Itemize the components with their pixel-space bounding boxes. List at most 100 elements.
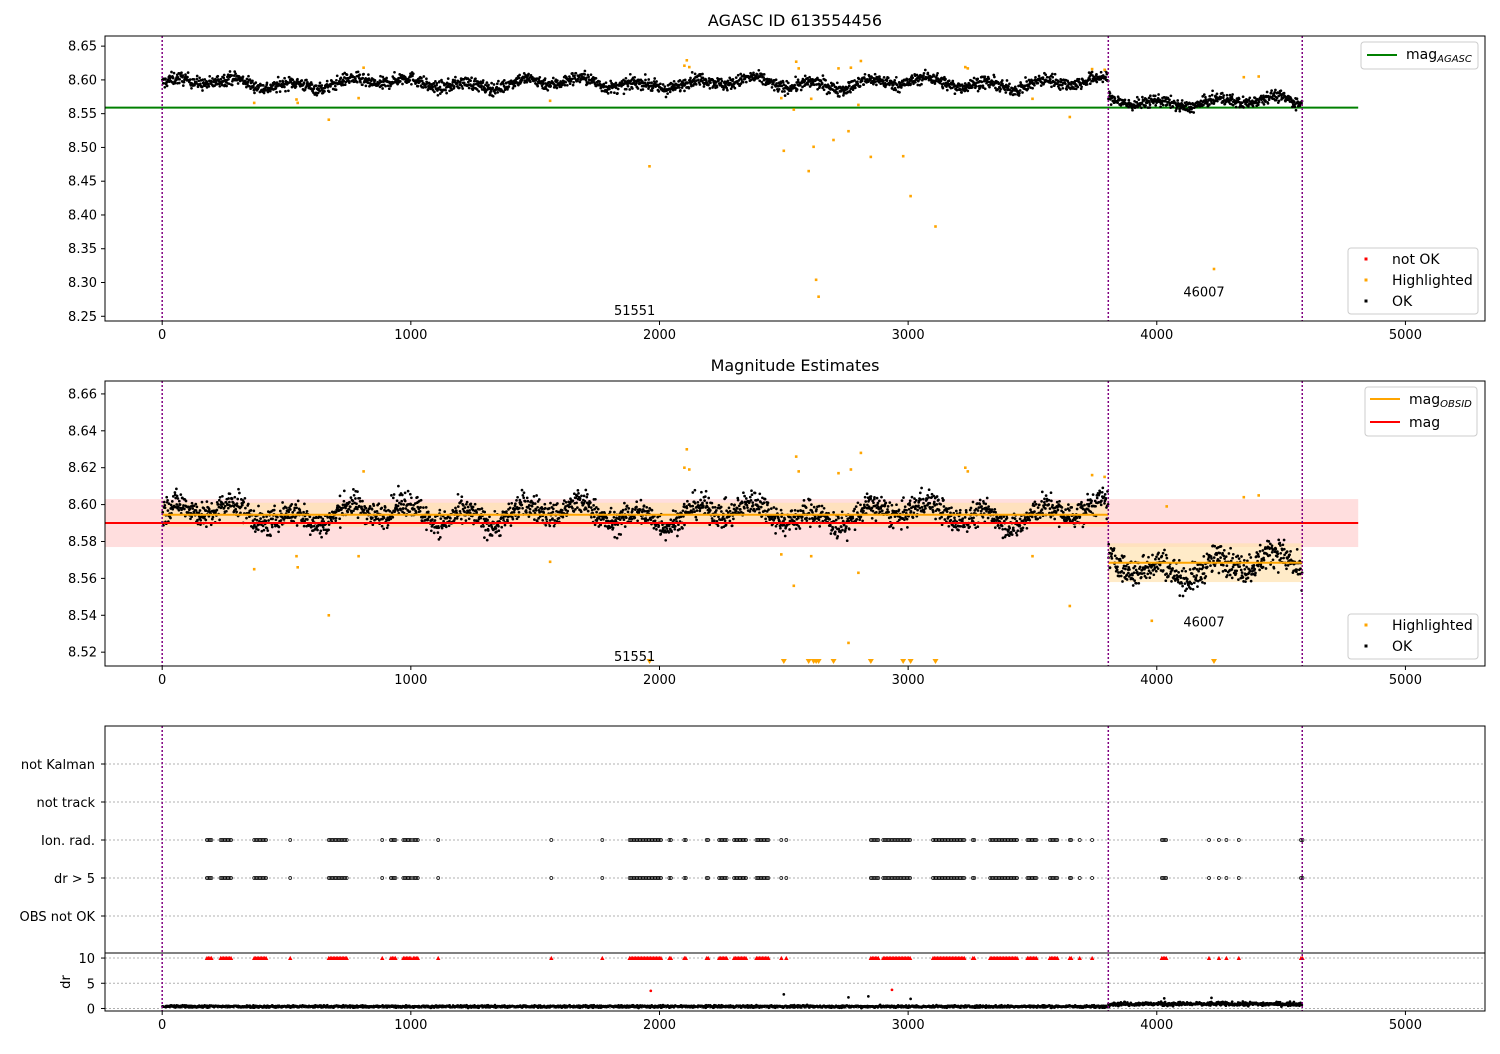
ok-point	[437, 94, 440, 97]
ok-point	[821, 511, 824, 514]
ok-point	[700, 491, 703, 494]
ok-point	[641, 511, 644, 514]
ok-point	[901, 499, 904, 502]
ok-point	[262, 84, 265, 87]
ok-point	[808, 517, 811, 520]
ok-point	[355, 502, 358, 505]
ok-point	[809, 525, 812, 528]
highlighted-point	[295, 98, 298, 101]
ok-point	[800, 89, 803, 92]
ok-point	[805, 506, 808, 509]
ok-point	[928, 502, 931, 505]
ok-point	[233, 496, 236, 499]
ok-point	[169, 517, 172, 520]
ok-point	[625, 77, 628, 80]
ok-point	[823, 507, 826, 510]
ok-point	[1192, 111, 1195, 114]
ok-point	[495, 527, 498, 530]
ok-point	[657, 524, 660, 527]
ok-point	[225, 85, 228, 88]
ok-point	[689, 77, 692, 80]
ok-point	[895, 76, 898, 79]
ok-point	[735, 76, 738, 79]
ok-point	[1077, 86, 1080, 89]
ok-point	[639, 508, 642, 511]
ok-point	[572, 499, 575, 502]
ok-point	[166, 499, 169, 502]
ok-point	[678, 86, 681, 89]
ok-point	[651, 89, 654, 92]
ok-point	[751, 493, 754, 496]
ok-point	[208, 85, 211, 88]
ok-point	[1235, 106, 1238, 109]
ok-point	[627, 507, 630, 510]
ok-point	[696, 509, 699, 512]
ok-point	[273, 509, 276, 512]
ok-point	[1025, 80, 1028, 83]
ok-point	[797, 510, 800, 513]
ok-point	[564, 84, 567, 87]
ok-point	[944, 78, 947, 81]
ok-point	[1226, 94, 1229, 97]
ok-point	[281, 501, 284, 504]
ok-point	[356, 490, 359, 493]
ok-point	[1116, 101, 1119, 104]
ok-point	[536, 506, 539, 509]
ok-point	[170, 504, 173, 507]
ok-point	[556, 87, 559, 90]
ok-point	[409, 493, 412, 496]
ok-point	[993, 76, 996, 79]
ok-point	[669, 518, 672, 521]
x-tick-label: 5000	[1389, 328, 1422, 343]
ok-point	[316, 529, 319, 532]
x-tick-label: 4000	[1140, 328, 1173, 343]
ok-point	[178, 78, 181, 81]
ok-point	[743, 507, 746, 510]
ok-point	[640, 499, 643, 502]
ok-point	[382, 527, 385, 530]
ok-point	[456, 517, 459, 520]
ok-point	[320, 84, 323, 87]
ok-point	[637, 87, 640, 90]
ok-point	[195, 81, 198, 84]
ok-point	[935, 503, 938, 506]
ok-point	[635, 506, 638, 509]
ok-point	[372, 504, 375, 507]
ok-point	[669, 91, 672, 94]
ok-point	[187, 71, 190, 74]
ok-point	[386, 526, 389, 529]
ok-point	[873, 496, 876, 499]
ok-point	[309, 533, 312, 536]
ok-point	[906, 518, 909, 521]
highlighted-point	[686, 59, 689, 62]
ok-point	[1170, 94, 1173, 97]
ok-point	[277, 76, 280, 79]
ok-point	[931, 506, 934, 509]
ok-point	[510, 524, 513, 527]
ok-point	[613, 91, 616, 94]
ok-point	[549, 85, 552, 88]
ok-point	[593, 516, 596, 519]
ok-point	[218, 519, 221, 522]
ok-point	[864, 73, 867, 76]
ok-point	[862, 83, 865, 86]
highlighted-point	[934, 225, 937, 228]
ok-point	[704, 495, 707, 498]
ok-point	[1166, 103, 1169, 106]
ok-point	[216, 75, 219, 78]
ok-point	[756, 498, 759, 501]
ok-point	[987, 77, 990, 80]
ok-point	[977, 509, 980, 512]
ok-point	[1263, 103, 1266, 106]
ok-point	[464, 506, 467, 509]
ok-point	[854, 528, 857, 531]
ok-point	[175, 488, 178, 491]
ok-point	[1242, 95, 1245, 98]
ok-point	[253, 510, 256, 513]
ok-point	[1231, 93, 1234, 96]
ok-point	[518, 77, 521, 80]
ok-point	[717, 524, 720, 527]
ok-point	[636, 519, 639, 522]
ok-point	[860, 515, 863, 518]
ok-point	[514, 502, 517, 505]
